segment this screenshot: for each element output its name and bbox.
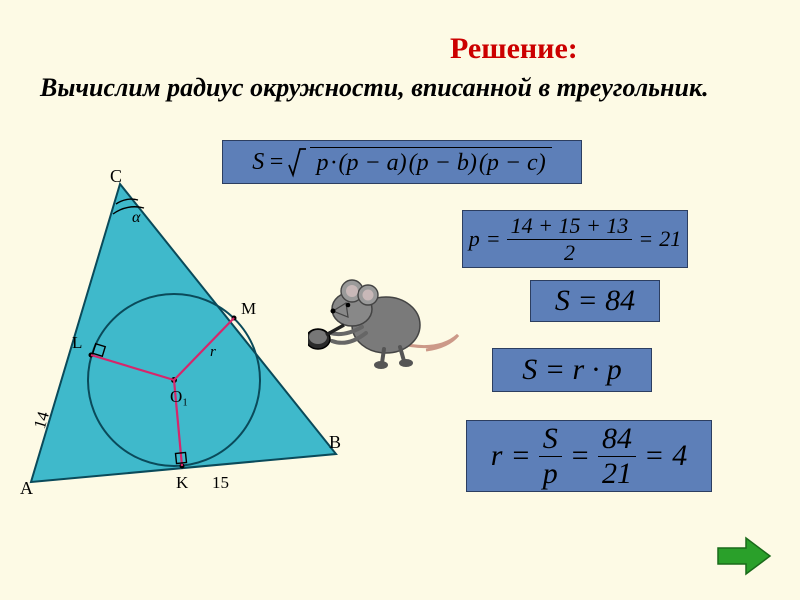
heron-pb: (p − b) — [409, 150, 477, 177]
heron-lhs: S — [252, 149, 264, 176]
heron-pc: (p − c) — [479, 150, 546, 177]
semiperimeter-box: p = 14 + 15 + 13 2 = 21 — [462, 210, 688, 268]
point-k-label: K — [176, 473, 189, 492]
s-rp-text: S = r · p — [522, 353, 621, 387]
r-frac2-num: 84 — [598, 424, 636, 457]
solution-title: Решение: — [450, 32, 578, 66]
heron-formula-box: S = p · (p − a) (p − b) (p − c) — [222, 140, 582, 184]
sqrt-symbol — [288, 145, 306, 179]
p-numerator: 14 + 15 + 13 — [507, 215, 633, 240]
r-frac2-den: 21 — [598, 457, 636, 489]
mouse-cartoon — [308, 255, 468, 375]
radius-r-label: r — [210, 344, 216, 360]
inradius-box: r = S p = 84 21 = 4 — [466, 420, 712, 492]
p-result: 21 — [659, 226, 681, 252]
point-m-label: M — [241, 299, 256, 318]
area-rp-box: S = r · p — [492, 348, 652, 392]
vertex-a-label: A — [20, 478, 33, 498]
problem-statement: Вычислим радиус окружности, вписанной в … — [40, 72, 770, 105]
angle-alpha-label: α — [132, 209, 141, 226]
s-value-text: S = 84 — [555, 284, 635, 318]
heron-p: p — [316, 150, 328, 177]
point-l-label: L — [72, 333, 82, 352]
area-value-box: S = 84 — [530, 280, 660, 322]
r-result: 4 — [672, 439, 687, 473]
r-frac1-num: S — [539, 424, 562, 457]
center-label: O₁ — [170, 387, 188, 406]
heron-pa: (p − a) — [338, 150, 406, 177]
r-lhs: r — [491, 439, 503, 473]
p-lhs: p — [469, 226, 480, 252]
p-denominator: 2 — [560, 240, 579, 264]
side-15-label: 15 — [212, 473, 229, 492]
vertex-c-label: C — [110, 170, 122, 186]
r-frac1-den: p — [539, 457, 562, 489]
equals-icon: = — [268, 149, 284, 176]
vertex-b-label: B — [329, 432, 341, 452]
triangle-diagram: A B C L K M O₁ α 14 15 r — [16, 170, 346, 500]
next-slide-button[interactable] — [716, 536, 772, 576]
